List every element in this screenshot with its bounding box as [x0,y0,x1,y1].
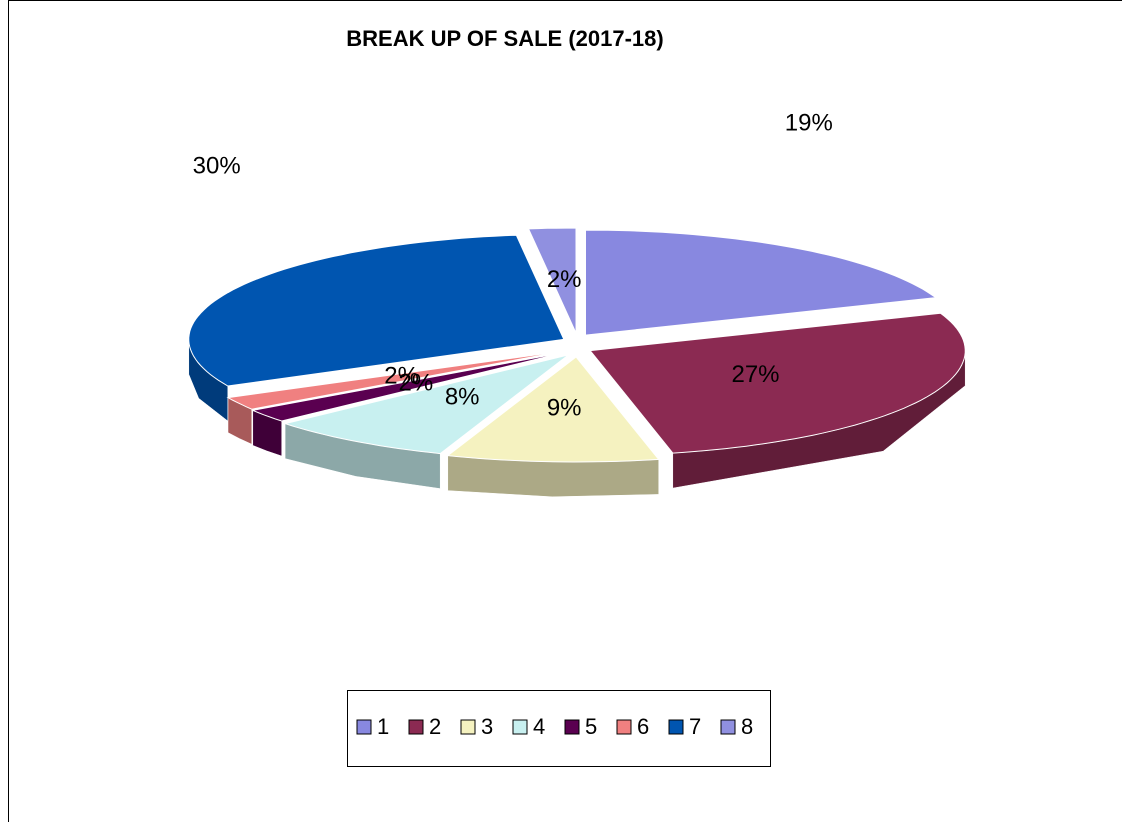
legend-swatch [565,720,579,734]
data-label: 2% [384,363,419,390]
data-label: 30% [193,153,241,180]
data-label: 9% [547,395,582,422]
legend-label: 8 [741,714,753,739]
data-label: 27% [731,361,779,388]
data-label: 19% [785,110,833,137]
legend-label: 5 [585,714,597,739]
legend-swatch [409,720,423,734]
legend-label: 3 [481,714,493,739]
chart-title: BREAK UP OF SALE (2017-18) [346,26,663,51]
legend-label: 1 [377,714,389,739]
data-label: 8% [445,383,480,410]
legend-swatch [357,720,371,734]
legend-swatch [669,720,683,734]
data-label: 2% [547,266,582,293]
legend-label: 6 [637,714,649,739]
legend-swatch [721,720,735,734]
legend-label: 4 [533,714,545,739]
legend-label: 7 [689,714,701,739]
legend-label: 2 [429,714,441,739]
legend-swatch [617,720,631,734]
legend-swatch [513,720,527,734]
legend-swatch [461,720,475,734]
